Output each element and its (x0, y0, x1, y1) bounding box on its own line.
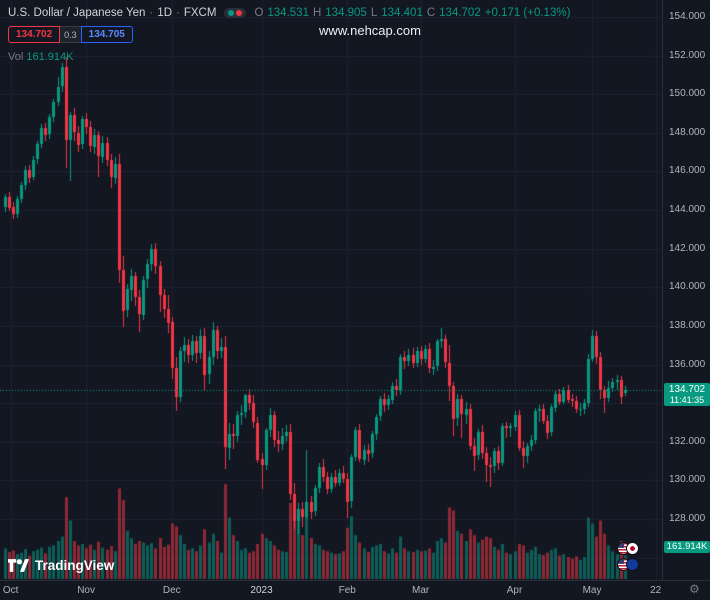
high-label: H (312, 7, 322, 19)
eu-flag-icon (626, 557, 639, 571)
symbol-title[interactable]: U.S. Dollar / Japanese Yen (8, 7, 146, 19)
time-tick-label: Oct (2, 585, 19, 596)
market-status-indicator[interactable] (224, 8, 247, 18)
separator: · (149, 7, 154, 19)
price-tick-label: 154.000 (669, 11, 706, 22)
price-tick-label: 146.000 (669, 165, 706, 177)
volume-label: Vol (8, 51, 24, 63)
price-tick-label: 150.000 (669, 88, 706, 100)
price-tick-label: 142.000 (669, 242, 706, 254)
time-tick-label: Mar (412, 585, 430, 596)
price-tick-label: 128.000 (669, 513, 706, 525)
open-value: 134.531 (267, 7, 309, 19)
red-dot-icon (236, 10, 243, 16)
time-tick-label: Feb (338, 585, 356, 596)
current-price-value: 134.702 (668, 383, 706, 395)
gear-icon[interactable]: ⚙ (689, 582, 700, 596)
time-tick-label: 2023 (250, 585, 273, 596)
watermark: www.nehcap.com (319, 23, 421, 38)
interval-label[interactable]: 1D (157, 7, 172, 19)
low-label: L (370, 7, 378, 19)
price-tick-label: 152.000 (669, 49, 706, 61)
time-axis[interactable]: Oct Nov Dec 2023 Feb Mar Apr May 22 (0, 580, 710, 600)
symbol-legend: U.S. Dollar / Japanese Yen · 1D · FXCM O… (8, 7, 570, 19)
time-tick-label: Apr (506, 585, 523, 596)
spread-value: 0.3 (60, 26, 81, 43)
separator: · (176, 7, 180, 19)
high-value: 134.905 (325, 7, 367, 19)
event-row[interactable] (617, 540, 639, 556)
time-tick-label: 22 (650, 585, 662, 596)
volume-legend: Vol 161.914K (8, 51, 73, 63)
price-tick-label: 144.000 (669, 204, 706, 216)
price-axis[interactable]: 134.702 11:41:35 161.914K 154.000 152.000… (662, 0, 710, 580)
green-dot-icon (228, 10, 235, 16)
tradingview-logo-text: TradingView (35, 558, 115, 573)
time-tick-label: Dec (162, 585, 181, 596)
current-volume-badge: 161.914K (664, 541, 710, 554)
candlestick-chart-canvas[interactable] (0, 0, 662, 580)
trade-widget: 134.702 0.3 134.705 (8, 26, 133, 43)
buy-button[interactable]: 134.705 (80, 26, 133, 43)
price-tick-label: 136.000 (669, 358, 706, 370)
jp-flag-icon (626, 541, 639, 555)
close-label: C (426, 7, 436, 19)
close-value: 134.702 (439, 7, 481, 19)
bar-countdown: 11:41:35 (669, 394, 705, 405)
event-row[interactable] (617, 556, 639, 572)
price-tick-label: 148.000 (669, 126, 706, 138)
time-tick-label: May (582, 585, 602, 596)
open-label: O (254, 7, 264, 19)
exchange-label: FXCM (183, 7, 217, 19)
current-price-badge: 134.702 11:41:35 (664, 382, 710, 406)
price-tick-label: 130.000 (669, 474, 706, 486)
change-value: +0.171 (+0.13%) (484, 7, 571, 19)
price-tick-label: 132.000 (669, 435, 706, 447)
price-tick-label: 140.000 (669, 281, 706, 293)
volume-value: 161.914K (26, 51, 74, 63)
tradingview-mark-icon (8, 559, 29, 572)
low-value: 134.401 (381, 7, 423, 19)
tradingview-logo[interactable]: TradingView (8, 558, 114, 573)
price-tick-label: 138.000 (669, 319, 706, 331)
time-tick-label: Nov (77, 585, 95, 596)
economic-events (617, 540, 639, 572)
sell-button[interactable]: 134.702 (8, 26, 61, 43)
